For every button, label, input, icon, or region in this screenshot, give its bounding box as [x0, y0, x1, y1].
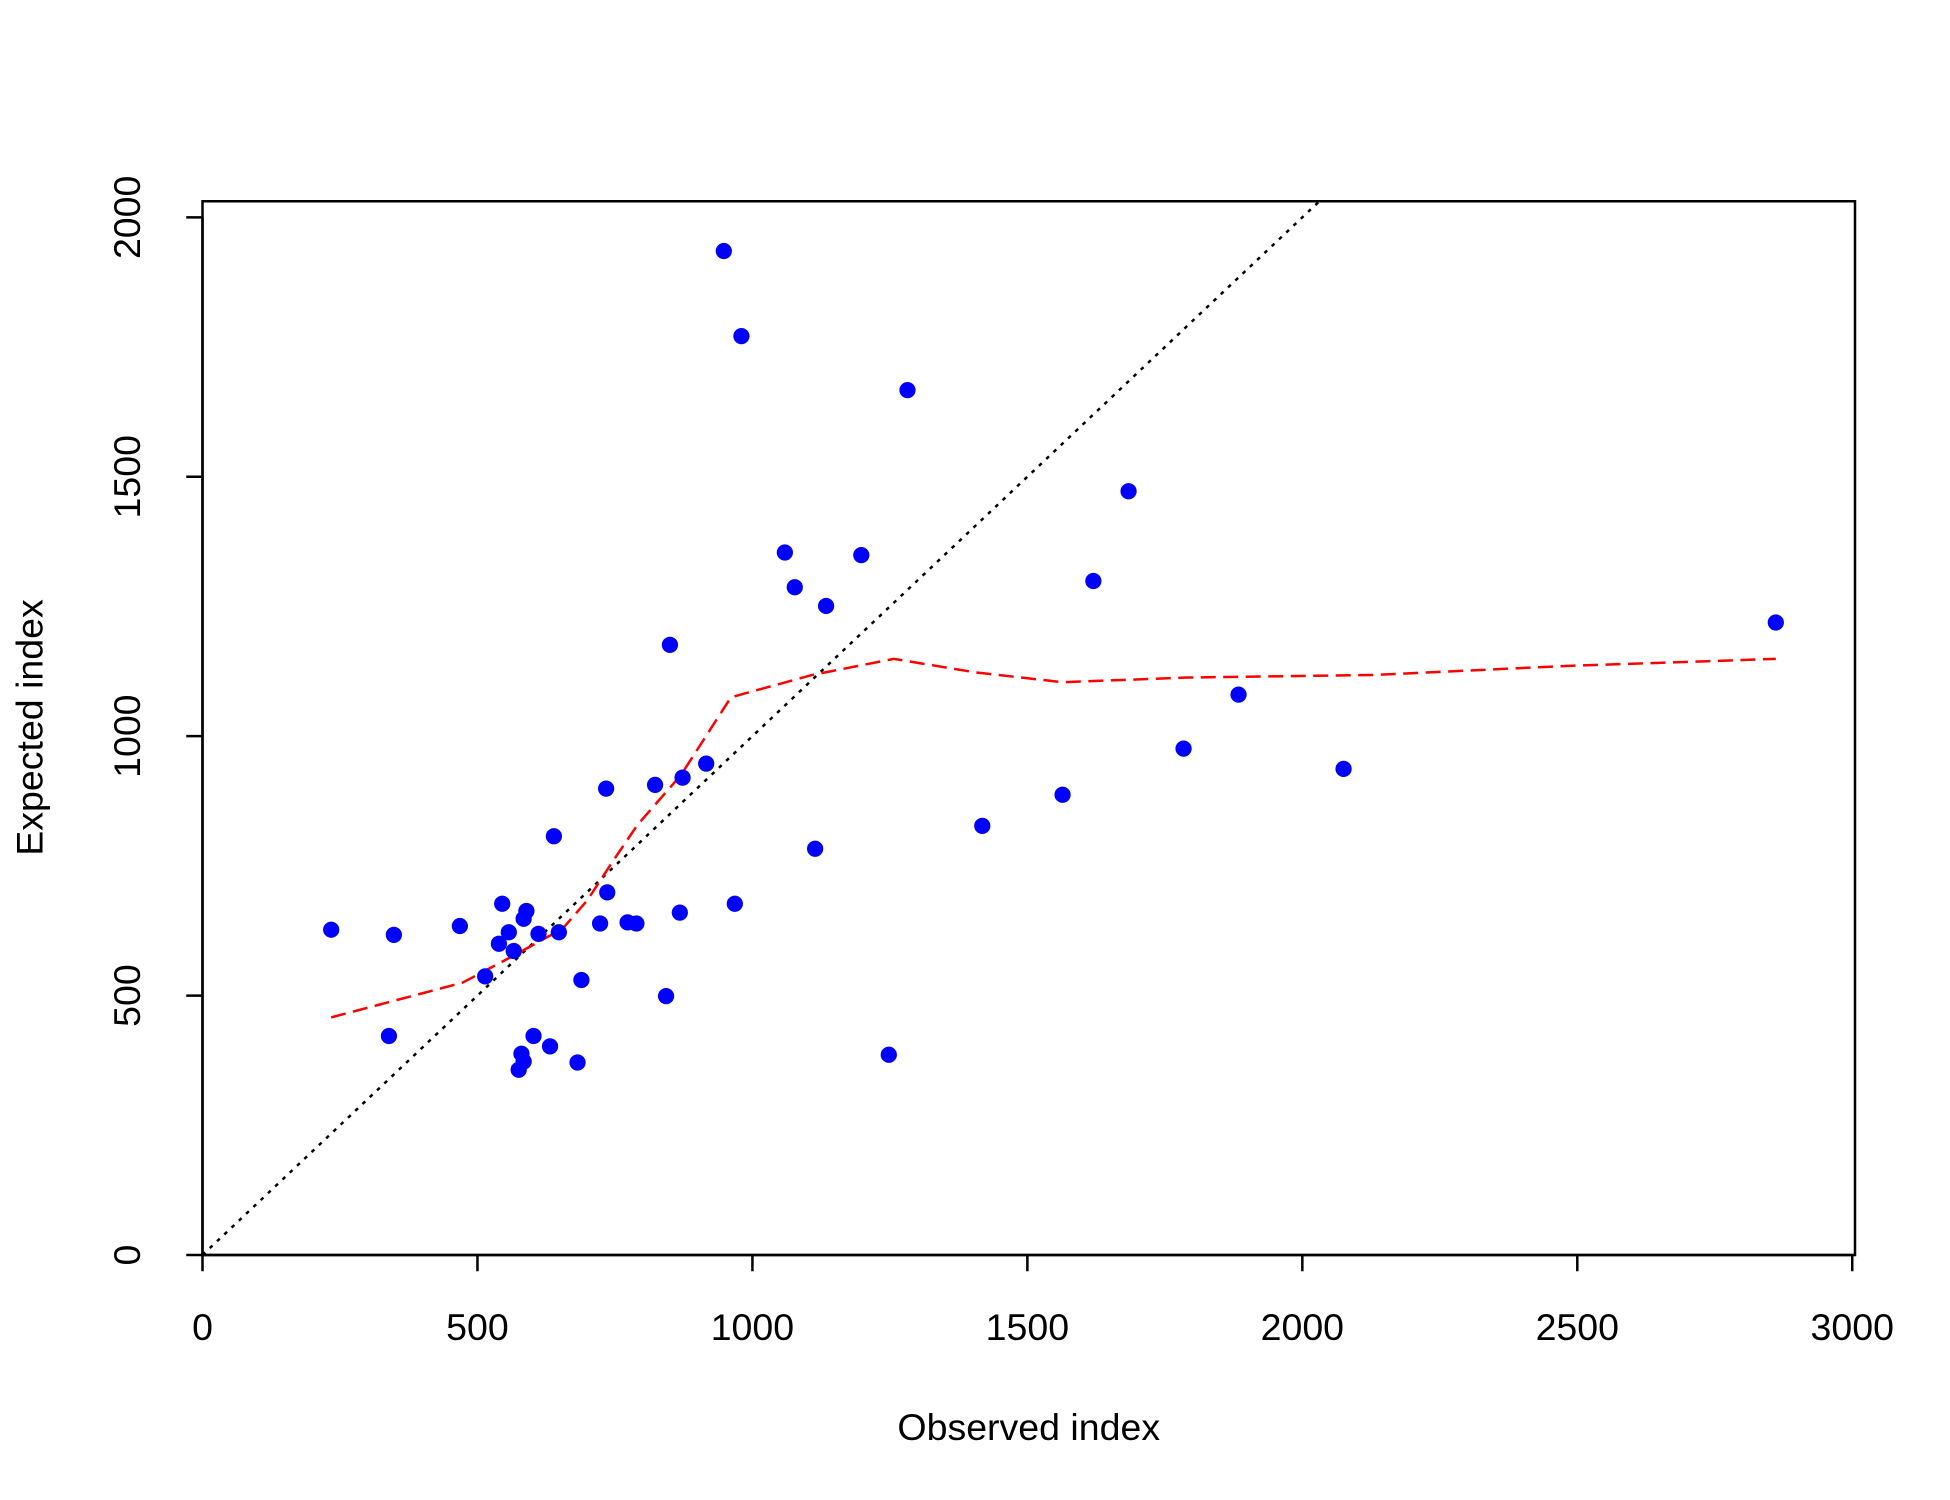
point [1230, 686, 1247, 703]
point [525, 1027, 542, 1045]
point [598, 780, 615, 797]
point [530, 925, 547, 942]
point [500, 924, 517, 941]
point [817, 597, 835, 615]
x-tick-label: 1500 [986, 1306, 1069, 1348]
point [541, 1038, 559, 1055]
x-axis-title: Observed index [897, 1406, 1160, 1448]
reference-line [202, 201, 1322, 1255]
point [776, 544, 793, 561]
point [380, 1027, 398, 1045]
x-tick-label: 2500 [1536, 1306, 1619, 1348]
point [1054, 786, 1071, 803]
point [698, 755, 715, 772]
point [1175, 740, 1192, 757]
point [518, 902, 535, 920]
y-tick-label: 500 [106, 964, 148, 1027]
point [628, 915, 645, 932]
point [657, 987, 675, 1005]
x-tick-label: 3000 [1811, 1306, 1894, 1348]
point [715, 242, 732, 260]
point [806, 840, 824, 857]
point [477, 968, 494, 985]
x-tick-label: 1000 [711, 1306, 794, 1348]
point [1767, 614, 1784, 631]
point [591, 915, 609, 932]
point [1085, 572, 1102, 590]
y-tick-label: 0 [106, 1245, 148, 1266]
y-axis-title: Expected index [8, 599, 50, 856]
smooth-line [330, 657, 1776, 1019]
point [661, 636, 679, 653]
point [451, 917, 468, 935]
point [490, 935, 508, 952]
point [726, 895, 743, 912]
plot-frame [201, 200, 1857, 1257]
point [899, 381, 916, 399]
point [786, 579, 803, 596]
point [1120, 483, 1137, 500]
point [550, 924, 567, 941]
point [494, 895, 511, 912]
point [505, 942, 522, 960]
point [733, 328, 750, 345]
point [569, 1054, 586, 1071]
point [1335, 760, 1352, 777]
x-tick-label: 2000 [1261, 1306, 1344, 1348]
point [880, 1046, 897, 1063]
point [385, 926, 402, 944]
y-tick-label: 1500 [106, 435, 148, 518]
point [646, 776, 664, 794]
point [323, 921, 340, 938]
point [573, 971, 590, 989]
point [599, 884, 616, 901]
x-tick-label: 500 [446, 1306, 509, 1348]
point [671, 904, 688, 921]
point [674, 769, 691, 786]
point [974, 817, 991, 835]
y-tick-label: 1000 [106, 694, 148, 777]
point [853, 546, 870, 564]
x-tick-label: 0 [192, 1306, 213, 1348]
point [515, 1053, 532, 1070]
point [545, 828, 563, 845]
y-tick-label: 2000 [106, 176, 148, 259]
